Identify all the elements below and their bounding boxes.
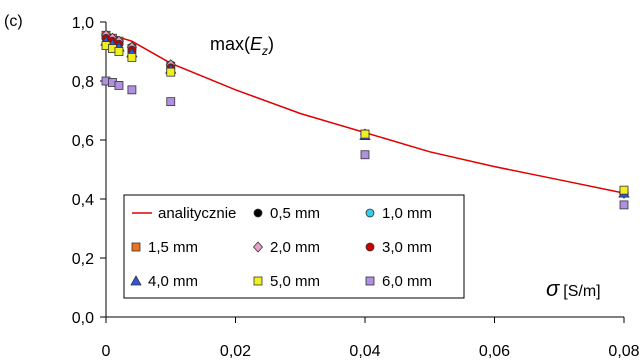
- data-point: [619, 200, 629, 210]
- legend-swatch: [365, 208, 375, 218]
- series-5: [101, 33, 629, 198]
- y-tick-label: 0,8: [72, 74, 94, 91]
- x-tick-label: 0,06: [479, 343, 510, 360]
- legend-label: 4,0 mm: [148, 273, 198, 290]
- legend-label: 2,0 mm: [270, 239, 320, 256]
- series-2: [101, 30, 629, 197]
- data-point: [114, 81, 124, 90]
- max-ez-annotation: max(Ez): [210, 34, 274, 58]
- data-point: [166, 97, 176, 107]
- legend-swatch: [365, 276, 375, 286]
- panel-label: (c): [4, 13, 23, 30]
- legend-label: 1,5 mm: [148, 239, 198, 256]
- y-axis-ticks: 0,0 0,2 0,4 0,6 0,8 1,0: [72, 15, 106, 327]
- legend-box: [123, 194, 465, 299]
- y-tick-label: 0,2: [72, 251, 94, 268]
- legend-swatch: [253, 276, 263, 286]
- series-1: [101, 32, 629, 198]
- data-point: [114, 47, 124, 56]
- y-tick-label: 1,0: [72, 15, 94, 32]
- analytic-curve: [105, 33, 625, 194]
- x-axis-ticks: 0 0,02 0,04 0,06 0,08: [102, 317, 640, 360]
- series-3: [101, 30, 629, 198]
- x-tick-label: 0,08: [608, 343, 639, 360]
- x-tick-label: 0: [102, 343, 111, 360]
- analytic-curve-layer: [105, 33, 625, 194]
- legend-swatch: [130, 275, 142, 286]
- legend-label: 0,5 mm: [270, 205, 320, 222]
- x-tick-label: 0,02: [220, 343, 251, 360]
- y-tick-label: 0,6: [72, 133, 94, 150]
- data-point: [127, 53, 137, 62]
- series-7: [101, 41, 629, 195]
- data-points-layer: [100, 29, 630, 210]
- y-tick-label: 0,0: [72, 310, 94, 327]
- data-point: [619, 185, 629, 195]
- axes: [105, 22, 624, 318]
- data-point: [166, 67, 176, 77]
- series-6: [100, 35, 630, 198]
- data-point: [127, 85, 137, 95]
- legend-swatch: [131, 242, 141, 252]
- legend-swatch: [252, 241, 264, 253]
- legend-swatch: [365, 242, 375, 252]
- data-point: [360, 150, 370, 160]
- legend: analitycznie 0,5 mm 1,0 mm 1,5 mm 2,0 mm 3,0 …: [123, 194, 465, 299]
- legend-label: 1,0 mm: [382, 205, 432, 222]
- y-tick-label: 0,4: [72, 192, 94, 209]
- x-tick-label: 0,04: [349, 343, 380, 360]
- legend-swatch: [253, 208, 263, 218]
- series-4: [100, 29, 630, 199]
- legend-label: 6,0 mm: [382, 273, 432, 290]
- legend-label: 5,0 mm: [270, 273, 320, 290]
- x-axis-label: σ [S/m]: [546, 276, 601, 301]
- legend-label: 3,0 mm: [382, 239, 432, 256]
- legend-label: analitycznie: [158, 205, 236, 222]
- series-8: [101, 76, 629, 210]
- data-point: [360, 129, 370, 139]
